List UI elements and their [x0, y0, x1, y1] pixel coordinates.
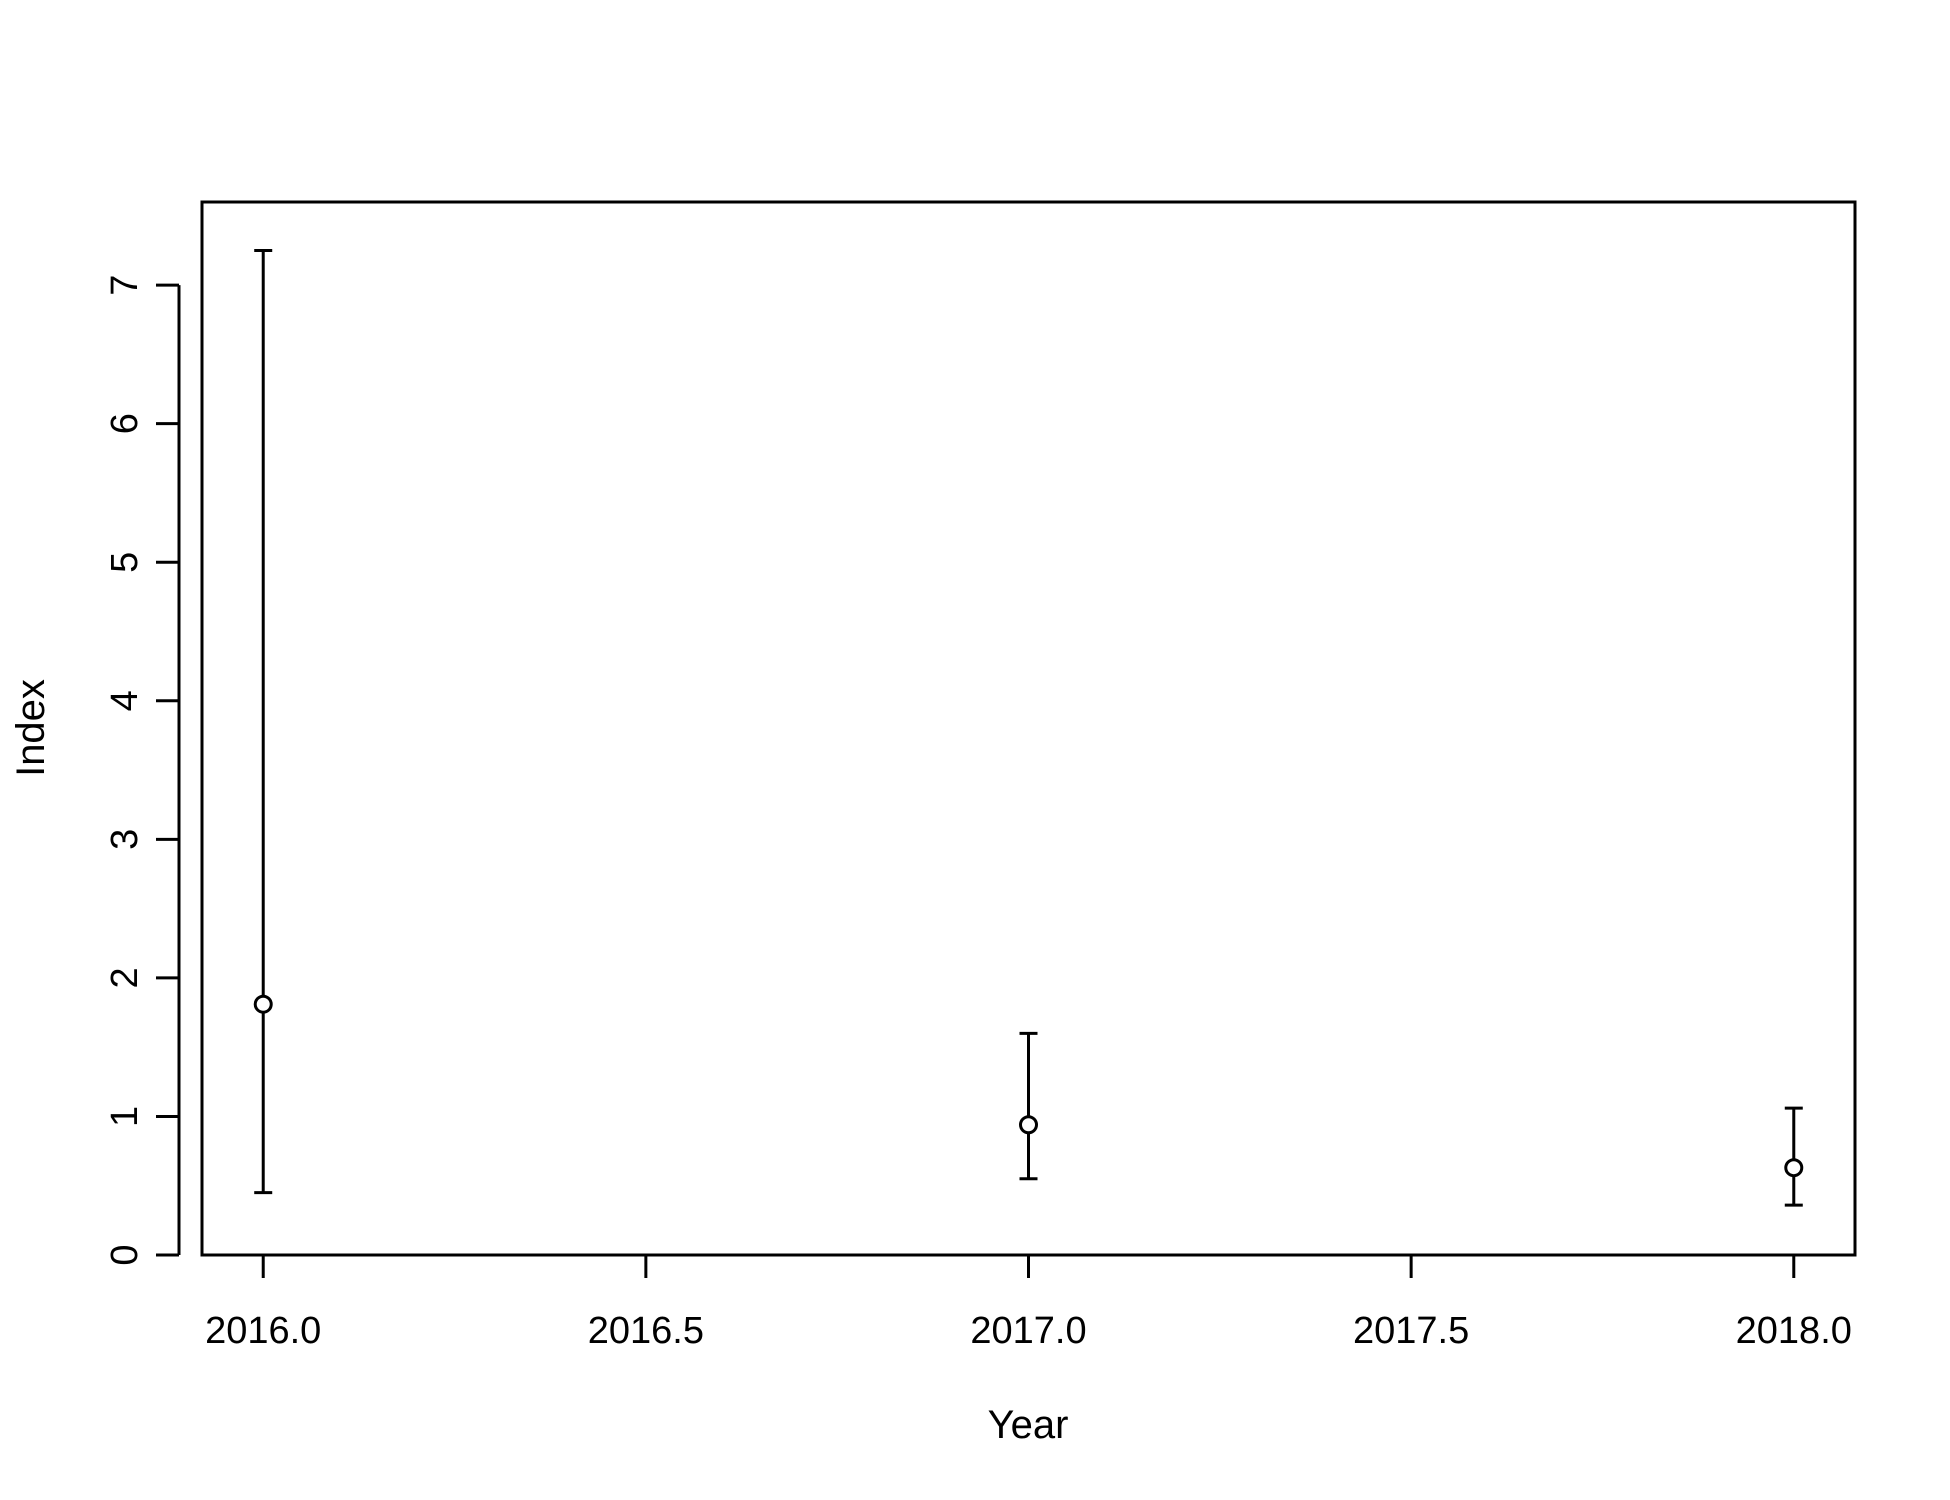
x-tick-label: 2018.0 — [1736, 1310, 1852, 1352]
x-axis-ticks: 2016.0 2016.5 2017.0 2017.5 2018.0 — [205, 1255, 1852, 1352]
data-point-group — [253, 248, 273, 1195]
x-tick-label: 2017.0 — [970, 1310, 1086, 1352]
y-axis-label: Index — [9, 679, 53, 777]
y-tick-label: 1 — [104, 1106, 146, 1127]
x-axis-label: Year — [988, 1403, 1069, 1447]
y-tick-label: 4 — [104, 690, 146, 711]
data-point — [1784, 1158, 1804, 1178]
data-point-group — [1784, 1106, 1804, 1207]
y-tick-label: 0 — [104, 1244, 146, 1265]
y-tick-label: 2 — [104, 967, 146, 988]
data-point — [1019, 1115, 1038, 1135]
x-tick-label: 2017.5 — [1353, 1310, 1469, 1352]
y-axis-ticks: 0 1 2 3 4 5 6 7 — [104, 275, 179, 1266]
y-tick-label: 5 — [104, 552, 146, 573]
y-tick-label: 7 — [104, 275, 146, 296]
x-tick-label: 2016.0 — [205, 1310, 321, 1352]
x-tick-label: 2016.5 — [588, 1310, 704, 1352]
data-point — [253, 994, 273, 1014]
y-tick-label: 3 — [104, 829, 146, 850]
y-tick-label: 6 — [104, 413, 146, 434]
data-series — [253, 248, 1804, 1207]
data-point-group — [1019, 1031, 1038, 1181]
